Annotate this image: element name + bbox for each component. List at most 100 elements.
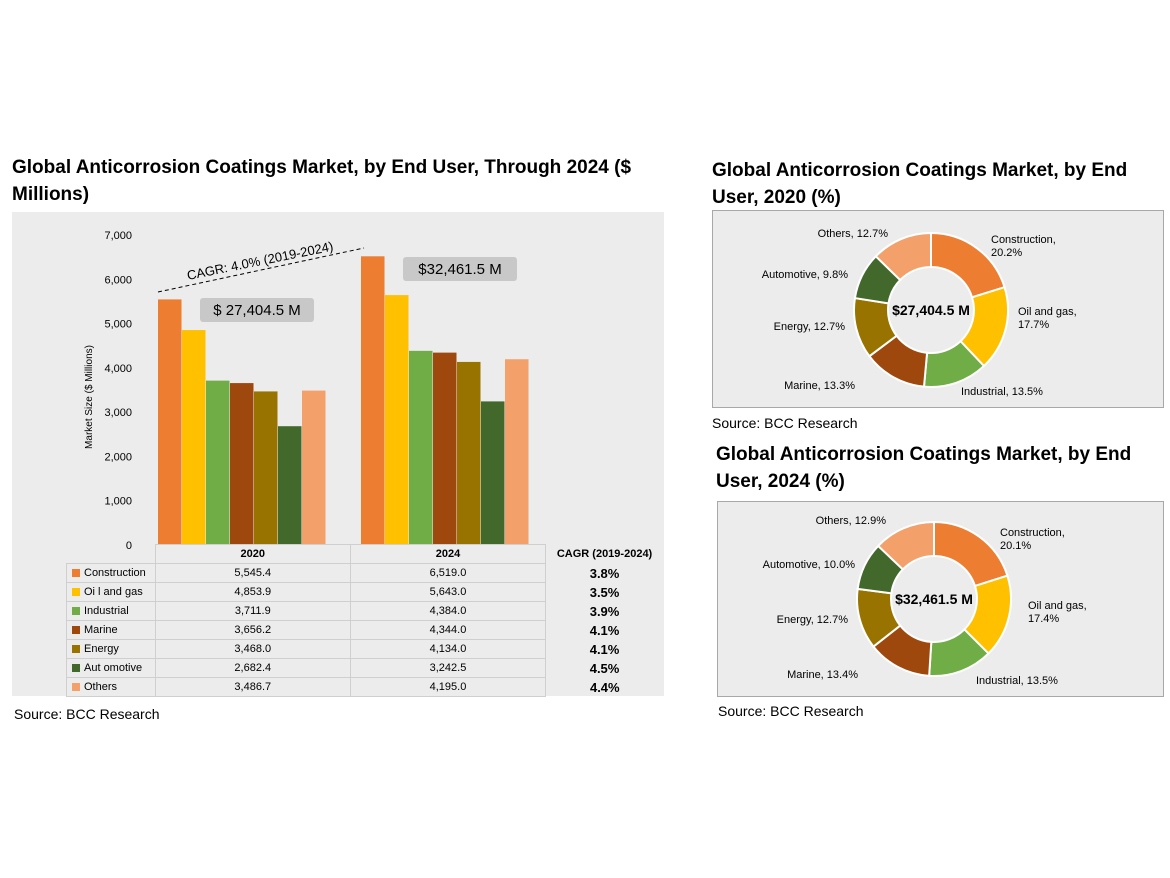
bar — [457, 361, 481, 545]
table-value-cell: 5,643.0 — [349, 582, 547, 602]
pie-2020-panel: $27,404.5 M Construction, 20.2% Oil and gas… — [712, 210, 1164, 408]
bar-chart-source: Source: BCC Research — [14, 706, 160, 722]
table-row: Aut omotive 2,682.4 3,242.5 4.5% — [66, 658, 664, 678]
slice-label-line: Oil and gas, — [1028, 600, 1087, 612]
bar — [409, 350, 433, 545]
table-value-cell: 3,711.9 — [154, 601, 351, 621]
slice-label-line: 17.4% — [1028, 613, 1059, 625]
table-category-cell: Industrial — [66, 601, 156, 621]
y-tick-label: 0 — [126, 540, 132, 552]
slice-label: Others, 12.9% — [816, 515, 887, 527]
legend-label: Industrial — [84, 605, 129, 617]
legend-label: Aut omotive — [84, 662, 143, 674]
donut-slice — [876, 520, 935, 571]
y-tick-label: 2,000 — [104, 451, 132, 463]
total-label-box — [403, 257, 517, 281]
table-cagr-cell: 4.4% — [589, 679, 620, 695]
table-value-cell: 4,134.0 — [349, 639, 547, 659]
bar-chart-title: Global Anticorrosion Coatings Market, by… — [12, 157, 632, 205]
total-label: $32,461.5 M — [418, 261, 501, 278]
col-header-cagr: CAGR (2019-2024) — [556, 548, 653, 560]
table-value-cell: 3,468.0 — [154, 639, 351, 659]
y-tick-label: 4,000 — [104, 363, 132, 375]
table-value-cell: 4,195.0 — [349, 677, 547, 697]
y-axis-label: Market Size ($ Millions) — [84, 345, 95, 449]
table-value-cell: 2,682.4 — [154, 658, 351, 678]
bar — [385, 295, 409, 545]
slice-label-line: 20.1% — [1000, 540, 1031, 552]
donut-center-label: $27,404.5 M — [892, 302, 970, 318]
pie-2024-panel: $32,461.5 M Construction, 20.1% Oil and gas… — [717, 501, 1164, 697]
y-tick-label: 5,000 — [104, 319, 132, 331]
table-cagr-cell: 4.1% — [589, 622, 620, 638]
table-header-row: 2020 2024 CAGR (2019-2024) — [67, 544, 664, 564]
table-value-cell: 6,519.0 — [349, 563, 547, 583]
slice-label-line: Energy, 12.7% — [774, 321, 846, 333]
slice-label-line: Automotive, 9.8% — [762, 269, 848, 281]
bar — [505, 359, 529, 545]
slice-label-line: Others, 12.7% — [818, 228, 889, 240]
slice-label: Industrial, 13.5% — [961, 386, 1043, 398]
legend-swatch — [72, 664, 80, 673]
table-value-cell: 4,384.0 — [349, 601, 547, 621]
slice-label: Automotive, 9.8% — [762, 269, 848, 281]
bar — [254, 391, 278, 545]
donut-slice — [874, 231, 932, 282]
slice-label-line: Others, 12.9% — [816, 515, 887, 527]
table-value-cell: 5,545.4 — [154, 563, 351, 583]
cagr-trend-line — [157, 247, 365, 293]
table-value-cell: 3,242.5 — [349, 658, 547, 678]
slice-label: Industrial, 13.5% — [976, 675, 1058, 687]
data-table: 2020 2024 CAGR (2019-2024) Construction 5… — [66, 544, 664, 697]
slice-label: Automotive, 10.0% — [763, 559, 856, 571]
table-row: Marine 3,656.2 4,344.0 4.1% — [66, 620, 664, 640]
slice-label-line: 20.2% — [991, 247, 1022, 259]
slice-label-line: Marine, 13.3% — [784, 380, 855, 392]
table-category-cell: Oi l and gas — [66, 582, 156, 602]
pie-2020-svg: $27,404.5 M Construction, 20.2% Oil and gas… — [762, 228, 1077, 398]
table-category-cell: Construction — [66, 563, 156, 583]
table-category-cell: Energy — [66, 639, 156, 659]
slice-label-line: Industrial, 13.5% — [961, 386, 1043, 398]
slice-label: Energy, 12.7% — [774, 321, 846, 333]
legend-label: Construction — [84, 567, 146, 579]
table-cagr-cell: 3.5% — [589, 584, 620, 600]
slice-label-line: Oil and gas, — [1018, 306, 1077, 318]
pie-2024-svg: $32,461.5 M Construction, 20.1% Oil and gas… — [763, 515, 1087, 687]
legend-swatch — [72, 588, 80, 597]
table-row: Industrial 3,711.9 4,384.0 3.9% — [66, 601, 664, 621]
table-category-cell: Others — [66, 677, 156, 697]
legend-swatch — [72, 569, 80, 578]
y-tick-label: 6,000 — [104, 274, 132, 286]
bar — [302, 390, 326, 545]
pie-2020-title: Global Anticorrosion Coatings Market, by… — [712, 160, 1128, 208]
pie-2024-title: Global Anticorrosion Coatings Market, by… — [716, 444, 1132, 492]
bar — [481, 401, 505, 545]
table-cagr-cell: 3.9% — [589, 603, 620, 619]
y-tick-label: 7,000 — [104, 230, 132, 242]
bar-chart-panel: 0 1,000 2,000 3,000 4,000 5,000 6,000 7,000 Mark… — [12, 212, 664, 697]
table-corner — [67, 545, 156, 564]
bar — [182, 330, 206, 545]
total-label-box — [200, 298, 314, 322]
donut-center-label: $32,461.5 M — [895, 591, 973, 607]
legend-swatch — [72, 626, 80, 635]
table-value-cell: 4,853.9 — [154, 582, 351, 602]
cagr-annotation: CAGR: 4.0% (2019-2024) — [186, 239, 335, 283]
bar — [361, 256, 385, 545]
slice-label: Oil and gas, 17.4% — [1028, 600, 1087, 625]
legend-swatch — [72, 607, 80, 616]
slice-label-line: Industrial, 13.5% — [976, 675, 1058, 687]
slice-label-line: Energy, 12.7% — [777, 614, 849, 626]
slice-label: Construction, 20.1% — [1000, 527, 1065, 552]
table-row: Construction 5,545.4 6,519.0 3.8% — [66, 563, 664, 583]
slice-label: Construction, 20.2% — [991, 234, 1056, 259]
slice-label-line: Marine, 13.4% — [787, 669, 858, 681]
y-tick-label: 3,000 — [104, 407, 132, 419]
table-value-cell: 3,486.7 — [154, 677, 351, 697]
table-row: Energy 3,468.0 4,134.0 4.1% — [66, 639, 664, 659]
table-cagr-cell: 4.1% — [589, 641, 620, 657]
legend-swatch — [72, 683, 80, 692]
y-tick-label: 1,000 — [104, 496, 132, 508]
legend-label: Others — [84, 681, 118, 693]
